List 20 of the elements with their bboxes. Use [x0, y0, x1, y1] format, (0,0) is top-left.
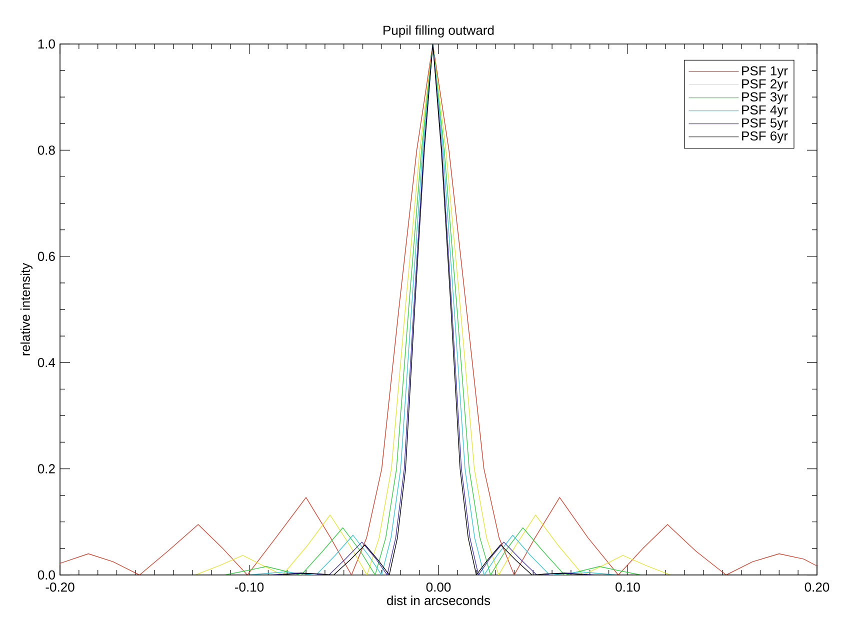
- y-tick-label: 0.6: [38, 252, 55, 261]
- y-tick-label: 0.2: [38, 464, 55, 474]
- x-axis-title: dist in arcseconds: [387, 596, 490, 606]
- legend-label: PSF 4yr: [742, 105, 788, 118]
- y-tick-label: 0.8: [38, 146, 55, 155]
- legend-label: PSF 5yr: [742, 118, 788, 130]
- y-tick-label: 0.4: [38, 358, 56, 368]
- y-tick-label: 1.0: [38, 39, 55, 49]
- legend-label: PSF 2yr: [742, 79, 788, 92]
- chart-title: Pupil filling outward: [384, 25, 494, 38]
- x-tick-label: 0.20: [804, 582, 830, 592]
- legend-label: PSF 3yr: [742, 92, 788, 104]
- x-tick-label: -0.20: [46, 582, 74, 592]
- legend-label: PSF 6yr: [742, 131, 788, 144]
- legend-label: PSF 1yr: [742, 66, 788, 78]
- x-tick-label: -0.10: [235, 582, 264, 592]
- x-tick-label: 0.10: [616, 582, 640, 592]
- y-tick-label: 0.0: [38, 570, 55, 580]
- y-axis-title: relative intensity: [20, 262, 33, 356]
- x-tick-label: 0.00: [426, 582, 451, 592]
